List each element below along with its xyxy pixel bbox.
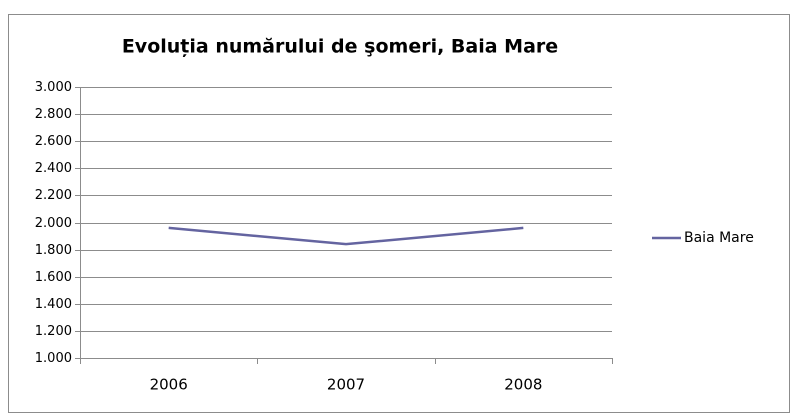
- y-tick-label: 1.200: [35, 324, 72, 339]
- legend-label: Baia Mare: [684, 230, 754, 246]
- x-tick-label: 2008: [504, 376, 542, 394]
- x-tick-label: 2006: [150, 376, 188, 394]
- series-line: [168, 226, 524, 246]
- y-tick-label: 2.800: [35, 107, 72, 122]
- y-tick-label: 1.000: [35, 351, 72, 366]
- y-tick-label: 2.000: [35, 216, 72, 231]
- y-tick-label: 2.600: [35, 134, 72, 149]
- y-tick-label: 1.400: [35, 297, 72, 312]
- x-tick-label: 2007: [327, 376, 365, 394]
- chart-frame: [8, 14, 790, 413]
- y-tick-label: 2.400: [35, 161, 72, 176]
- y-tick-label: 2.200: [35, 188, 72, 203]
- y-tick-label: 1.600: [35, 270, 72, 285]
- y-tick-label: 1.800: [35, 243, 72, 258]
- chart-title: Evoluția numărului de şomeri, Baia Mare: [122, 36, 558, 58]
- y-tick-label: 3.000: [35, 80, 72, 95]
